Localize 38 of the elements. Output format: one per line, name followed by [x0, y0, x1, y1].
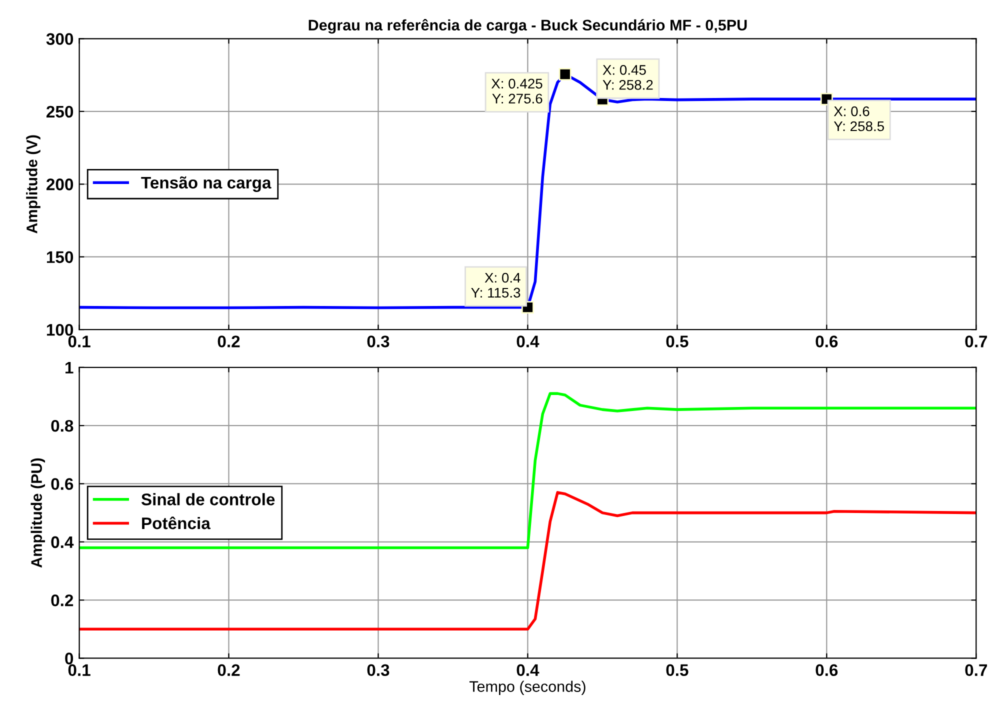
line-series: [79, 392, 976, 550]
y-tick-label: 0: [65, 652, 74, 664]
x-tick-label: 0.2: [218, 664, 240, 676]
x-tick-label: 0.6: [816, 664, 838, 676]
annotation: X: 0.6 Y: 258.5: [834, 106, 884, 132]
y-tick-label: 200: [46, 178, 74, 190]
legend-label: Tensão na carga: [141, 176, 272, 192]
x-tick-label: 0.1: [68, 664, 90, 676]
x-tick-label: 0.2: [218, 336, 240, 348]
x-axis-title: Tempo (seconds): [469, 680, 586, 695]
y-axis-title: Amplitude (PU): [30, 458, 45, 568]
x-tick-label: 0.7: [965, 664, 987, 676]
y-tick-label: 1: [66, 362, 74, 374]
y-axis-title: Amplitude (V): [26, 135, 40, 234]
y-tick-label: 300: [46, 33, 74, 45]
chart-title: Degrau na referência de carga - Buck Secundário MF - 0,5PU: [308, 18, 747, 34]
y-tick-label: 0.2: [51, 594, 74, 606]
legend-label: Potência: [142, 516, 211, 530]
x-tick-label: 0.5: [666, 336, 688, 348]
x-tick-label: 0.1: [68, 336, 90, 348]
annotation: X: 0.4 Y: 115.3: [471, 272, 520, 298]
y-tick-label: 0.6: [51, 478, 74, 490]
y-tick-label: 100: [46, 324, 74, 336]
x-tick-label: 0.4: [516, 336, 540, 348]
x-tick-label: 0.5: [666, 664, 688, 676]
y-tick-label: 0.4: [51, 536, 74, 548]
y-tick-label: 250: [46, 106, 74, 118]
line-series: [79, 491, 976, 631]
annotation: X: 0.45 Y: 258.2: [602, 65, 653, 90]
x-tick-label: 0.3: [367, 336, 390, 348]
x-tick-label: 0.6: [816, 336, 838, 348]
y-tick-label: 150: [46, 251, 74, 264]
x-tick-label: 0.4: [516, 664, 540, 676]
y-tick-label: 0.8: [51, 420, 74, 432]
x-tick-label: 0.3: [367, 664, 390, 676]
legend-label: Sinal de controle: [141, 493, 275, 506]
annotation: X: 0.425 Y: 275.6: [491, 78, 542, 104]
x-tick-label: 0.7: [965, 336, 987, 348]
